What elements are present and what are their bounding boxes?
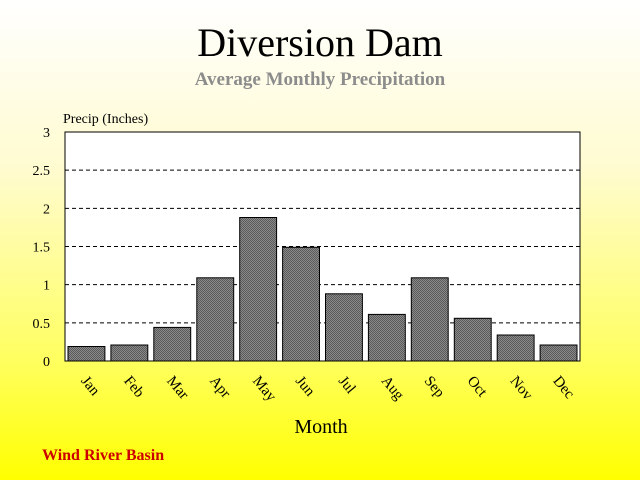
grid-lines <box>65 169 580 324</box>
y-tick-labels: 0 0.5 1 1.5 2 2.5 3 <box>33 126 51 370</box>
y-axis-label: Precip (Inches) <box>63 112 148 127</box>
x-tick-label: Dec <box>549 373 577 402</box>
y-tick-label: 1 <box>43 279 50 294</box>
x-tick-label: Jan <box>77 373 102 399</box>
x-tick-label: Jun <box>292 373 318 400</box>
bar-mar <box>153 326 192 362</box>
chart-title: Diversion Dam <box>197 20 443 65</box>
y-tick-label: 2.5 <box>33 164 51 179</box>
basin-note: Wind River Basin <box>42 447 164 464</box>
bar-sep <box>410 277 449 362</box>
bar-feb <box>110 344 149 362</box>
x-tick-labels: Jan Feb Mar Apr May Jun Jul Aug Sep Oct Nov Dec <box>77 373 577 405</box>
y-tick-label: 2 <box>43 202 50 217</box>
bar-oct <box>453 317 492 362</box>
x-tick-label: Nov <box>507 373 536 403</box>
chart-subtitle: Average Monthly Precipitation <box>195 69 446 90</box>
y-tick-label: 3 <box>43 126 50 141</box>
bar-dec <box>539 344 578 362</box>
x-tick-label: Oct <box>464 373 491 401</box>
bar-jan <box>67 346 106 362</box>
bar-may <box>239 217 278 362</box>
bars <box>67 217 578 362</box>
x-tick-label: Aug <box>378 373 407 403</box>
x-tick-label: Jul <box>335 373 359 397</box>
x-tick-label: Apr <box>206 373 233 401</box>
x-tick-label: May <box>249 373 279 405</box>
bar-jun <box>282 246 321 362</box>
y-tick-label: 1.5 <box>33 241 51 256</box>
bar-aug <box>367 313 406 362</box>
y-tick-label: 0.5 <box>33 317 51 332</box>
bar-apr <box>196 277 235 362</box>
x-tick-label: Mar <box>163 373 191 402</box>
x-tick-label: Sep <box>421 373 448 401</box>
x-tick-label: Feb <box>120 373 147 401</box>
bar-nov <box>496 334 535 362</box>
bar-jul <box>325 293 363 362</box>
y-tick-label: 0 <box>43 355 50 370</box>
x-axis-label: Month <box>294 416 347 438</box>
